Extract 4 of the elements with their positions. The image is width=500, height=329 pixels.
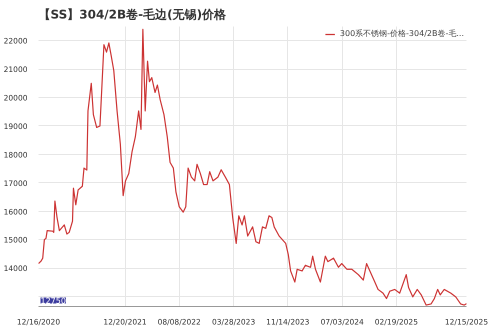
annotation: 12750 (40, 296, 66, 306)
chart-title: 【SS】304/2B卷-毛边(无锡)价格 (38, 8, 228, 22)
line-series (38, 28, 466, 306)
legend-label: 300系不锈钢-价格-304/2B卷-毛... (340, 28, 464, 39)
